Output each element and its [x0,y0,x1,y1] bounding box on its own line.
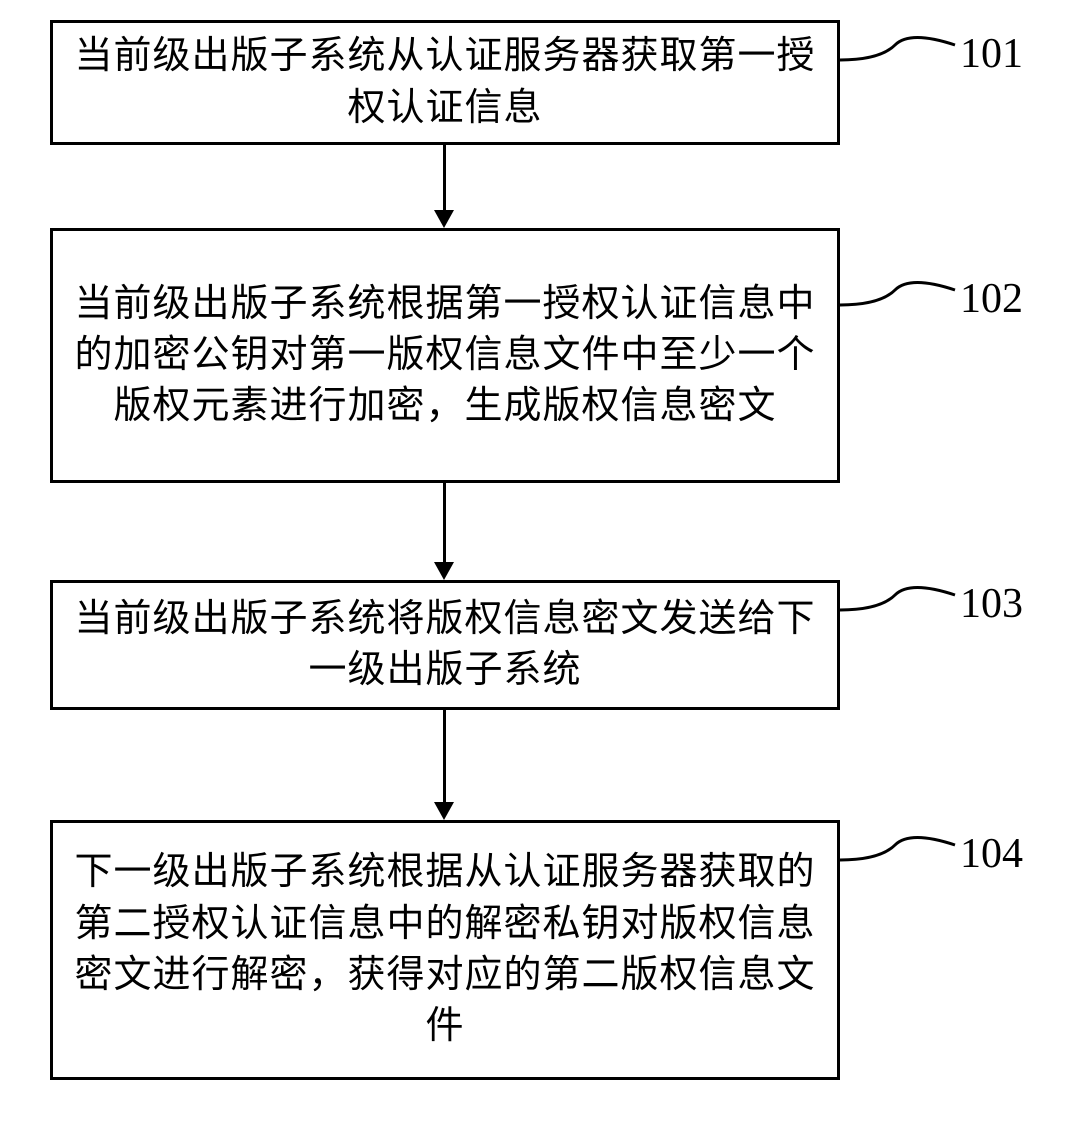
box-text-102: 当前级出版子系统根据第一授权认证信息中的加密公钥对第一版权信息文件中至少一个版权… [73,279,817,433]
arrow-head-2-3 [434,562,454,580]
step-label-104: 104 [960,830,1023,878]
arrow-3-4 [443,710,446,802]
arrow-1-2 [443,145,446,210]
arrow-2-3 [443,483,446,562]
connector-103 [840,580,960,620]
arrow-head-1-2 [434,210,454,228]
box-text-103: 当前级出版子系统将版权信息密文发送给下一级出版子系统 [73,594,817,697]
step-label-102: 102 [960,275,1023,323]
connector-104 [840,830,960,870]
flowchart-box-103: 当前级出版子系统将版权信息密文发送给下一级出版子系统 [50,580,840,710]
flowchart-box-101: 当前级出版子系统从认证服务器获取第一授权认证信息 [50,20,840,145]
connector-101 [840,30,960,70]
step-label-101: 101 [960,30,1023,78]
flowchart-container: 当前级出版子系统从认证服务器获取第一授权认证信息 101 当前级出版子系统根据第… [0,0,1089,1139]
box-text-104: 下一级出版子系统根据从认证服务器获取的第二授权认证信息中的解密私钥对版权信息密文… [73,847,817,1052]
flowchart-box-102: 当前级出版子系统根据第一授权认证信息中的加密公钥对第一版权信息文件中至少一个版权… [50,228,840,483]
arrow-head-3-4 [434,802,454,820]
box-text-101: 当前级出版子系统从认证服务器获取第一授权认证信息 [73,31,817,134]
step-label-103: 103 [960,580,1023,628]
flowchart-box-104: 下一级出版子系统根据从认证服务器获取的第二授权认证信息中的解密私钥对版权信息密文… [50,820,840,1080]
connector-102 [840,275,960,315]
